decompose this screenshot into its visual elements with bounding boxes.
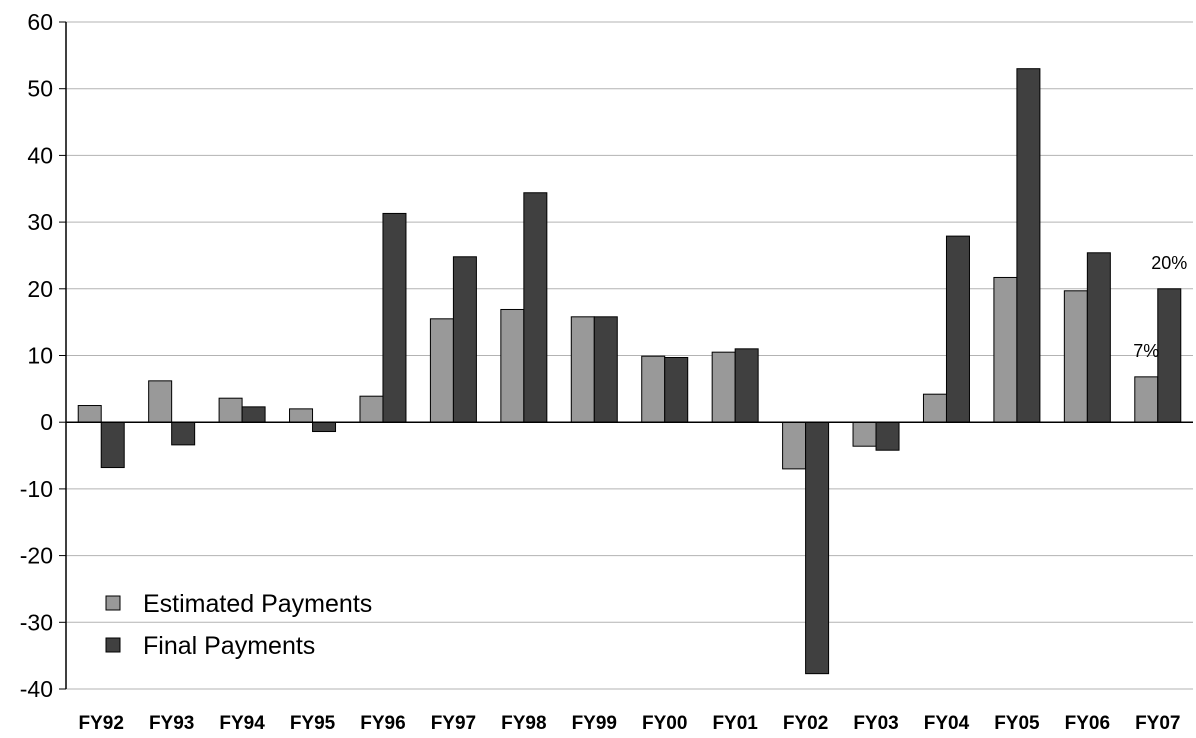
bar-estimated-fy03 (852, 421, 877, 447)
bar-final-fy92 (100, 421, 125, 469)
x-tick-label: FY04 (924, 713, 970, 734)
x-tick-label: FY03 (853, 713, 898, 734)
bar-final-fy07 (1157, 288, 1182, 423)
y-tick-label: 60 (27, 9, 53, 35)
x-tick-label: FY00 (642, 713, 687, 734)
y-tick-label: 20 (27, 276, 53, 302)
bar-final-fy03 (875, 421, 900, 451)
x-tick-label: FY97 (431, 713, 476, 734)
y-tick-label: -10 (20, 476, 53, 502)
bar-estimated-fy97 (429, 318, 454, 423)
bar-estimated-fy92 (77, 405, 102, 423)
x-tick-labels: FY92 FY93 FY94 FY95 FY96 FY97 FY98 FY99 FY00 FY01… (79, 713, 1181, 734)
y-tick-label: 50 (27, 76, 53, 102)
bar-estimated-fy94 (218, 397, 243, 423)
bar-estimated-fy06 (1063, 290, 1088, 423)
y-tick-label: -40 (20, 676, 53, 702)
bar-final-fy00 (664, 357, 689, 423)
bar-final-fy02 (805, 421, 830, 675)
bar-final-fy95 (312, 421, 337, 433)
bars (77, 68, 1182, 675)
y-tick-label: -30 (20, 609, 53, 635)
bar-estimated-fy98 (500, 308, 525, 423)
legend-swatch-estimated (105, 595, 121, 611)
bar-final-fy93 (171, 421, 196, 446)
data-label: 20% (1151, 253, 1187, 273)
bar-estimated-fy93 (148, 380, 173, 423)
gridlines (59, 21, 1193, 690)
bar-estimated-fy95 (289, 408, 314, 423)
bar-final-fy96 (382, 212, 407, 423)
y-tick-label: -20 (20, 543, 53, 569)
y-tick-label: 10 (27, 343, 53, 369)
bar-final-fy04 (945, 235, 970, 423)
bar-final-fy97 (452, 256, 477, 423)
y-tick-label: 40 (27, 142, 53, 168)
bar-estimated-fy05 (993, 276, 1018, 423)
bar-estimated-fy07 (1134, 376, 1159, 423)
bar-final-fy05 (1016, 68, 1041, 423)
x-tick-label: FY95 (290, 713, 336, 734)
data-labels: 7% 20% (1133, 253, 1187, 361)
x-tick-label: FY07 (1135, 713, 1180, 734)
bar-estimated-fy96 (359, 395, 384, 423)
x-tick-label: FY02 (783, 713, 828, 734)
x-tick-label: FY94 (219, 713, 265, 734)
x-tick-label: FY96 (360, 713, 405, 734)
legend: Estimated Payments Final Payments (105, 590, 372, 660)
x-tick-label: FY93 (149, 713, 194, 734)
x-tick-label: FY99 (572, 713, 617, 734)
bar-estimated-fy00 (641, 355, 666, 423)
x-tick-label: FY92 (79, 713, 124, 734)
axes (65, 22, 1193, 689)
x-tick-label: FY06 (1065, 713, 1110, 734)
x-tick-label: FY98 (501, 713, 546, 734)
y-tick-labels: 60 50 40 30 20 10 0 -10 -20 -30 -40 (20, 9, 53, 702)
legend-label-final: Final Payments (143, 632, 315, 660)
bar-estimated-fy99 (570, 316, 595, 423)
bar-final-fy01 (734, 348, 759, 423)
bar-estimated-fy02 (782, 421, 807, 470)
bar-final-fy99 (593, 316, 618, 423)
x-tick-label: FY05 (994, 713, 1040, 734)
y-tick-label: 30 (27, 209, 53, 235)
legend-swatch-final (105, 637, 121, 653)
bar-estimated-fy01 (711, 351, 736, 423)
bar-final-fy98 (523, 192, 548, 423)
legend-label-estimated: Estimated Payments (143, 590, 372, 618)
data-label: 7% (1133, 341, 1159, 361)
x-tick-label: FY01 (712, 713, 758, 734)
bar-estimated-fy04 (922, 393, 947, 423)
y-tick-label: 0 (40, 409, 53, 435)
bar-final-fy06 (1086, 252, 1111, 423)
bar-final-fy94 (241, 406, 266, 423)
